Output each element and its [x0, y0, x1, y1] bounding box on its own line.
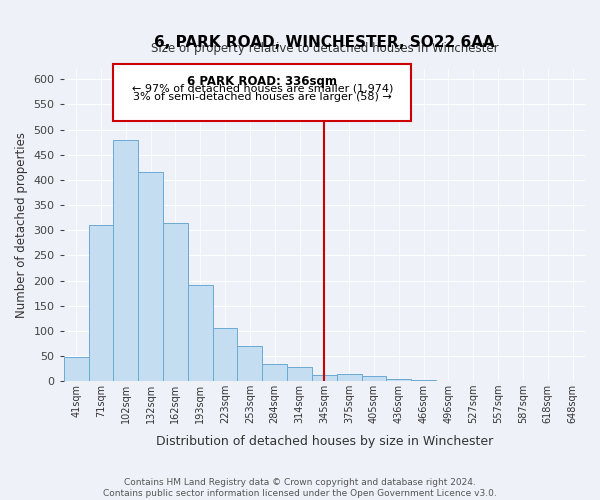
Text: Contains HM Land Registry data © Crown copyright and database right 2024.
Contai: Contains HM Land Registry data © Crown c…: [103, 478, 497, 498]
Bar: [386, 378, 411, 381]
Title: 6, PARK ROAD, WINCHESTER, SO22 6AA: 6, PARK ROAD, WINCHESTER, SO22 6AA: [154, 35, 495, 50]
Bar: [337, 374, 362, 381]
Bar: [238, 346, 262, 381]
X-axis label: Distribution of detached houses by size in Winchester: Distribution of detached houses by size …: [156, 434, 493, 448]
Bar: [138, 172, 163, 381]
Bar: [188, 284, 212, 381]
Bar: [163, 222, 188, 381]
Bar: [436, 380, 461, 381]
Text: ← 97% of detached houses are smaller (1,974): ← 97% of detached houses are smaller (1,…: [131, 84, 393, 94]
Bar: [212, 328, 238, 381]
Bar: [64, 358, 89, 381]
Bar: [113, 140, 138, 381]
Y-axis label: Number of detached properties: Number of detached properties: [15, 132, 28, 318]
Bar: [262, 364, 287, 381]
Text: 6 PARK ROAD: 336sqm: 6 PARK ROAD: 336sqm: [187, 75, 337, 88]
Bar: [411, 380, 436, 381]
Bar: [560, 380, 585, 381]
Bar: [89, 224, 113, 381]
Bar: [287, 366, 312, 381]
FancyBboxPatch shape: [113, 64, 411, 120]
Bar: [312, 374, 337, 381]
Text: Size of property relative to detached houses in Winchester: Size of property relative to detached ho…: [151, 42, 498, 55]
Text: 3% of semi-detached houses are larger (58) →: 3% of semi-detached houses are larger (5…: [133, 92, 392, 102]
Bar: [362, 376, 386, 381]
